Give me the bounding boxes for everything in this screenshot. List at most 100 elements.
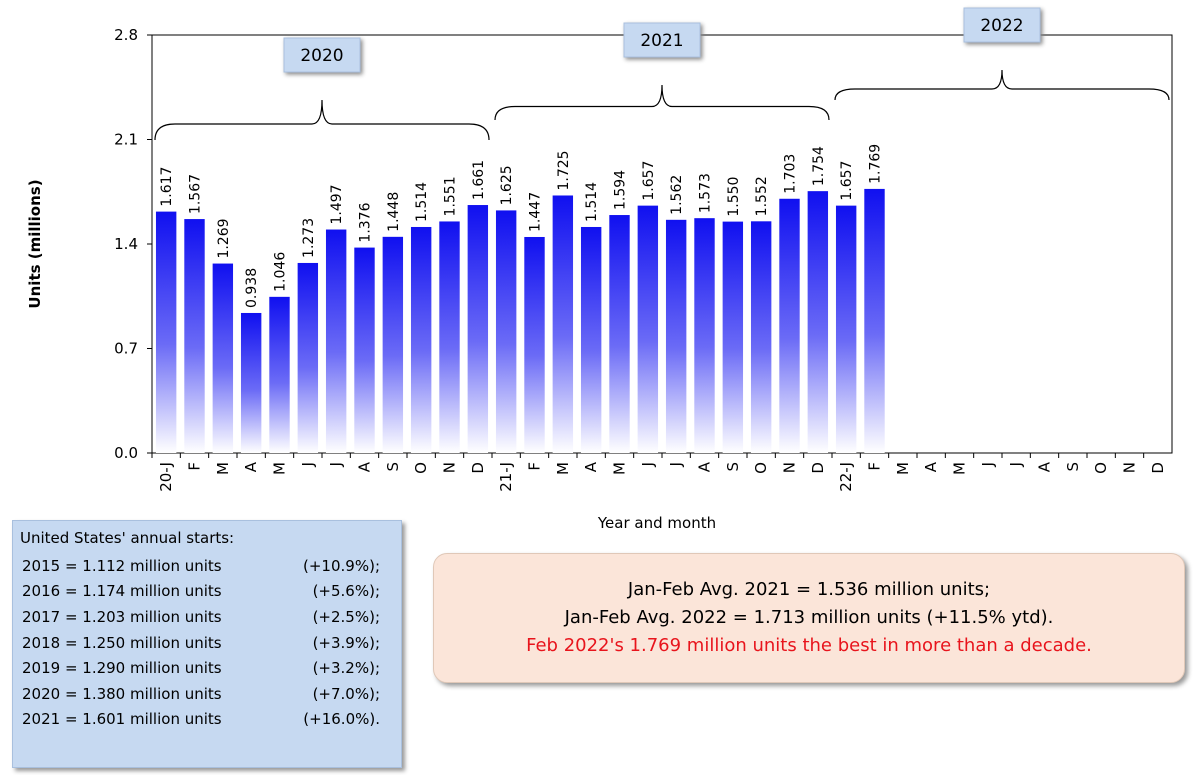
value-label: 1.725 [556, 150, 572, 190]
annual-cell: (+2.5%); [312, 607, 380, 626]
bar [325, 229, 347, 453]
value-label: 1.657 [839, 161, 855, 201]
bar [155, 211, 177, 453]
x-tick-label: 20-J [157, 462, 175, 492]
x-tick-label: D [809, 462, 827, 474]
x-tick-label: 22-J [837, 462, 855, 492]
value-label: 1.657 [641, 161, 657, 201]
y-tick-label: 0.0 [114, 444, 138, 462]
x-tick-label: J [299, 462, 317, 467]
bar [240, 312, 262, 453]
bar [382, 236, 404, 453]
bar [750, 221, 772, 453]
y-tick-label: 2.8 [114, 26, 138, 44]
annual-row: 2021 = 1.601 million units (+16.0%). [20, 707, 401, 733]
x-tick-label: A [1036, 461, 1054, 472]
x-tick-label: S [384, 462, 402, 472]
x-tick-label: F [526, 462, 544, 471]
annual-cell: 2015 = 1.112 million units [22, 556, 222, 575]
group-label: 2022 [980, 16, 1023, 36]
value-label: 1.754 [811, 146, 827, 186]
value-label: 1.273 [301, 218, 317, 258]
y-tick-label: 0.7 [114, 340, 138, 358]
group-label: 2021 [640, 31, 683, 51]
value-label: 1.448 [386, 192, 402, 232]
value-label: 1.567 [188, 174, 204, 214]
x-tick-label: F [866, 462, 884, 471]
bar [354, 247, 375, 453]
x-tick-label: N [441, 462, 459, 473]
group-brace [154, 99, 490, 141]
group-brace [834, 69, 1170, 101]
value-label: 1.497 [329, 184, 345, 224]
group-label: 2020 [300, 46, 343, 66]
bar [864, 188, 885, 453]
x-tick-label: A [582, 461, 600, 472]
value-label: 1.769 [868, 144, 884, 184]
annual-cell: 2020 = 1.380 million units [22, 684, 222, 703]
bar [722, 221, 744, 453]
x-tick-label: J [667, 462, 685, 467]
x-tick-label: M [894, 462, 912, 475]
bar [665, 219, 687, 453]
value-label: 1.046 [273, 252, 289, 292]
annual-box: United States' annual starts: 2015 = 1.1… [12, 520, 402, 768]
annual-row: 2020 = 1.380 million units (+7.0%); [20, 681, 401, 707]
x-tick-label: N [781, 462, 799, 473]
annual-cell: 2019 = 1.290 million units [22, 659, 222, 678]
value-label: 1.269 [216, 218, 232, 258]
x-tick-label: A [242, 461, 260, 472]
x-tick-label: M [271, 462, 289, 475]
x-tick-label: 21-J [497, 462, 515, 492]
annual-cell: (+10.9%); [303, 556, 380, 575]
y-tick-label: 1.4 [114, 235, 138, 253]
annual-row: 2018 = 1.250 million units (+3.9%); [20, 630, 401, 656]
x-tick-label: D [469, 462, 487, 474]
x-tick-label: S [1064, 462, 1082, 472]
bar [779, 198, 800, 453]
x-tick-label: O [412, 462, 430, 474]
value-label: 1.573 [698, 173, 714, 213]
summary-line: Jan-Feb Avg. 2021 = 1.536 million units; [627, 579, 991, 600]
value-label: 1.703 [783, 154, 799, 194]
y-axis-label: Units (millions) [26, 179, 44, 308]
annual-cell: 2017 = 1.203 million units [22, 607, 222, 626]
x-tick-label: A [696, 461, 714, 472]
group-brace [494, 84, 830, 121]
bar [807, 191, 829, 453]
bar [835, 205, 857, 453]
annual-row: 2016 = 1.174 million units (+5.6%); [20, 579, 401, 605]
value-label: 1.514 [584, 182, 600, 222]
x-axis-label: Year and month [597, 514, 716, 532]
annual-cell: (+3.9%); [312, 633, 380, 652]
bar [552, 195, 574, 453]
annual-cell: 2018 = 1.250 million units [22, 633, 222, 652]
x-tick-label: O [752, 462, 770, 474]
bar [637, 205, 659, 453]
group-box [623, 22, 701, 58]
annual-cell: (+3.2%); [312, 659, 380, 678]
x-tick-label: A [922, 461, 940, 472]
value-label: 1.514 [414, 182, 430, 222]
x-tick-label: N [1121, 462, 1139, 473]
x-tick-label: J [1007, 462, 1025, 467]
value-label: 1.376 [358, 202, 374, 242]
x-tick-label: A [356, 461, 374, 472]
x-tick-label: S [724, 462, 742, 472]
bar [269, 296, 290, 453]
x-tick-label: M [611, 462, 629, 475]
value-label: 1.551 [443, 176, 459, 216]
x-tick-label: D [1149, 462, 1167, 474]
group-box [283, 37, 361, 73]
value-label: 1.552 [754, 176, 770, 216]
bar [495, 210, 517, 453]
x-tick-label: F [186, 462, 204, 471]
bar [297, 262, 319, 453]
value-label: 1.594 [613, 170, 629, 210]
annual-title: United States' annual starts: [20, 529, 235, 547]
y-tick-label: 2.1 [114, 131, 138, 149]
annual-cell: (+16.0%). [303, 710, 380, 729]
annual-row: 2015 = 1.112 million units (+10.9%); [20, 553, 401, 579]
annual-cell: 2021 = 1.601 million units [22, 710, 222, 729]
